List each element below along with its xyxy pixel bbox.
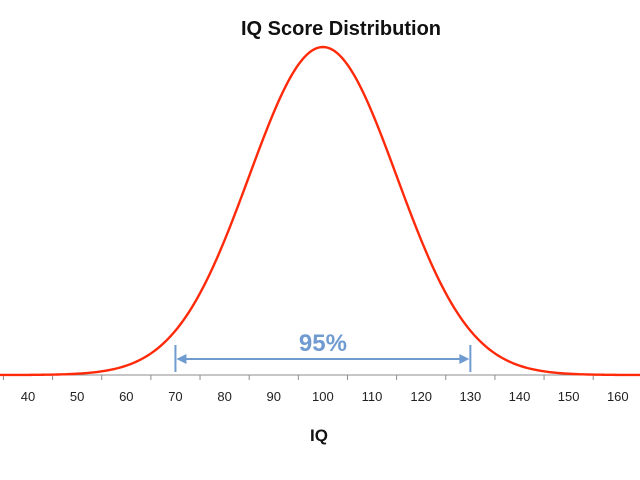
range-annotation: 95%	[174, 330, 472, 372]
x-tick-label: 140	[509, 389, 531, 404]
range-arrowhead-right	[459, 354, 470, 364]
x-axis-label: IQ	[310, 426, 328, 445]
x-tick-label: 80	[217, 389, 231, 404]
x-tick-label: 70	[168, 389, 182, 404]
x-tick-label: 120	[410, 389, 432, 404]
x-tick-label: 40	[21, 389, 35, 404]
x-tick-label: 60	[119, 389, 133, 404]
x-tick-label: 100	[312, 389, 334, 404]
x-tick-label: 50	[70, 389, 84, 404]
range-annotation-label: 95%	[299, 330, 347, 357]
x-tick-label: 90	[267, 389, 281, 404]
x-tick-label: 130	[459, 389, 481, 404]
chart-title: IQ Score Distribution	[241, 18, 441, 40]
range-arrowhead-left	[176, 354, 187, 364]
x-ticks: 40 50 60 70 80 90 100 110 120 130 140 150 160	[2, 375, 629, 404]
x-tick-label: 110	[362, 389, 383, 404]
series-line-iq	[0, 45, 640, 377]
x-tick-label: 150	[558, 389, 580, 404]
x-tick-label: 160	[607, 389, 629, 404]
